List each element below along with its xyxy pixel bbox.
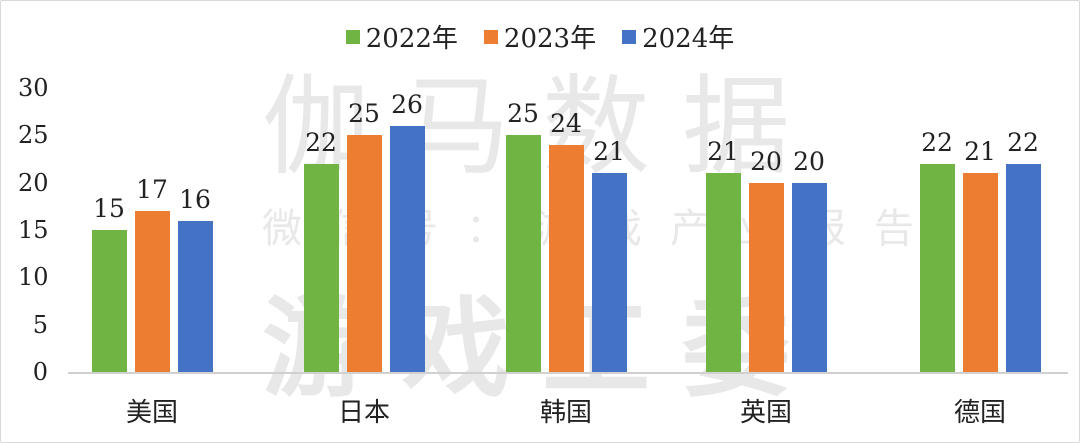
data-label: 25	[348, 99, 380, 129]
data-label: 21	[964, 137, 996, 167]
bar-2024年	[389, 125, 425, 372]
x-category-label: 美国	[125, 398, 178, 428]
y-tick-label: 0	[32, 358, 48, 386]
y-tick-label: 30	[18, 74, 49, 102]
x-category-label: 德国	[953, 398, 1006, 428]
y-tick-label: 5	[32, 310, 48, 339]
y-tick-label: 15	[18, 216, 49, 244]
data-label: 15	[93, 194, 125, 223]
x-category-label: 韩国	[539, 398, 592, 428]
data-label: 20	[750, 146, 782, 176]
data-label: 16	[179, 184, 211, 214]
bar-2024年	[791, 182, 827, 372]
legend-item-2023: 2023年	[483, 18, 597, 55]
bar-2022年	[705, 173, 741, 372]
x-axis-line	[68, 372, 1068, 374]
data-label: 20	[793, 146, 825, 176]
legend-item-2024: 2024年	[622, 18, 734, 55]
x-category-label: 日本	[337, 398, 390, 428]
data-label: 17	[136, 175, 168, 205]
x-category-label: 英国	[739, 398, 792, 428]
bar-2022年	[505, 135, 541, 372]
bar-2023年	[748, 182, 784, 372]
bar-2022年	[919, 163, 955, 372]
chart-legend: 2022年 2023年 2024年	[0, 18, 1080, 55]
data-label: 22	[921, 127, 953, 157]
data-label: 25	[507, 99, 539, 129]
legend-swatch-2023	[483, 29, 498, 44]
bar-2022年	[303, 163, 339, 372]
y-tick-label: 20	[18, 168, 49, 197]
y-tick-label: 10	[18, 263, 49, 292]
legend-swatch-2022	[345, 29, 360, 44]
bar-2023年	[962, 173, 998, 372]
legend-label-2023: 2023年	[503, 24, 597, 54]
bar-2024年	[177, 220, 213, 372]
legend-label-2022: 2022年	[365, 24, 458, 54]
bar-2024年	[1005, 163, 1041, 372]
data-label: 21	[707, 137, 739, 167]
data-label: 21	[593, 137, 625, 167]
legend-swatch-2024	[622, 29, 637, 44]
bar-2023年	[346, 135, 382, 372]
y-tick-label: 25	[18, 121, 49, 150]
bar-2023年	[134, 211, 170, 372]
data-label: 22	[305, 127, 337, 157]
bar-2022年	[91, 230, 127, 372]
data-label: 26	[391, 89, 423, 119]
data-label: 22	[1007, 127, 1039, 157]
legend-item-2022: 2022年	[345, 18, 458, 55]
bar-2023年	[548, 144, 584, 372]
legend-label-2024: 2024年	[642, 24, 735, 54]
bar-2024年	[591, 173, 627, 372]
data-label: 24	[550, 108, 582, 138]
